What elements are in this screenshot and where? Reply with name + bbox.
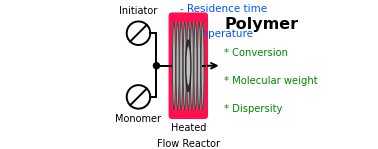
FancyBboxPatch shape (169, 13, 208, 119)
Text: Monomer: Monomer (115, 114, 161, 124)
Ellipse shape (187, 22, 190, 110)
Text: * Dispersity: * Dispersity (224, 104, 283, 114)
Ellipse shape (186, 46, 190, 85)
Ellipse shape (183, 22, 186, 110)
Text: Polymer: Polymer (224, 17, 298, 32)
Text: * Molecular weight: * Molecular weight (224, 76, 318, 86)
Text: Heated: Heated (170, 122, 206, 132)
Ellipse shape (180, 22, 183, 110)
Text: - Temperature: - Temperature (180, 29, 253, 39)
Text: Flow Reactor: Flow Reactor (157, 139, 220, 149)
Ellipse shape (191, 22, 194, 110)
Ellipse shape (194, 22, 197, 110)
Circle shape (153, 63, 160, 69)
Ellipse shape (176, 22, 179, 110)
Ellipse shape (186, 40, 191, 92)
Text: * Conversion: * Conversion (224, 48, 288, 58)
Ellipse shape (172, 22, 175, 110)
Ellipse shape (198, 22, 201, 110)
Ellipse shape (201, 22, 204, 110)
Text: Initiator: Initiator (119, 6, 158, 16)
FancyBboxPatch shape (172, 22, 204, 109)
Text: - Residence time: - Residence time (180, 4, 267, 14)
